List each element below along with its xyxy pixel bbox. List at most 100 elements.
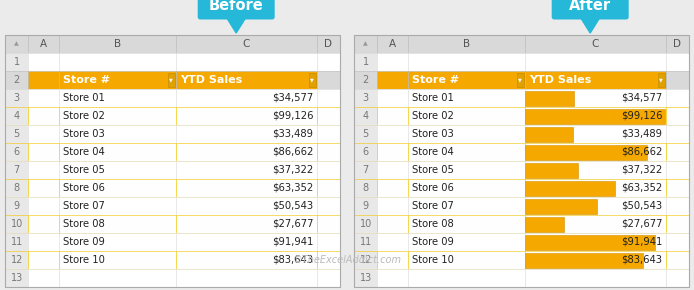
Text: B: B bbox=[463, 39, 470, 49]
Text: $27,677: $27,677 bbox=[621, 219, 663, 229]
Bar bbox=[378, 269, 407, 287]
Text: 3: 3 bbox=[363, 93, 369, 103]
Text: $27,677: $27,677 bbox=[272, 219, 314, 229]
Text: 13: 13 bbox=[359, 273, 372, 283]
Bar bbox=[316, 269, 340, 287]
Bar bbox=[58, 197, 176, 215]
Text: 11: 11 bbox=[359, 237, 372, 247]
Text: Store 05: Store 05 bbox=[62, 165, 105, 175]
Text: ▲: ▲ bbox=[364, 41, 368, 46]
Bar bbox=[354, 125, 378, 143]
Bar bbox=[58, 215, 176, 233]
Bar bbox=[5, 125, 28, 143]
Text: Store 07: Store 07 bbox=[62, 201, 105, 211]
Bar bbox=[354, 143, 378, 161]
Text: $83,643: $83,643 bbox=[622, 255, 663, 265]
Bar bbox=[525, 235, 655, 249]
Text: $34,577: $34,577 bbox=[272, 93, 314, 103]
Bar bbox=[28, 161, 58, 179]
Bar bbox=[354, 161, 378, 179]
Text: $99,126: $99,126 bbox=[272, 111, 314, 121]
Bar bbox=[316, 143, 340, 161]
Bar bbox=[354, 35, 378, 53]
Bar bbox=[378, 53, 407, 71]
Bar bbox=[525, 253, 643, 267]
Bar bbox=[316, 89, 340, 107]
Bar bbox=[666, 179, 689, 197]
Text: 10: 10 bbox=[10, 219, 23, 229]
Bar bbox=[525, 53, 666, 71]
Bar bbox=[176, 233, 316, 251]
Text: Store 02: Store 02 bbox=[62, 111, 105, 121]
Bar bbox=[666, 197, 689, 215]
Bar bbox=[354, 35, 689, 287]
Bar bbox=[28, 215, 58, 233]
FancyBboxPatch shape bbox=[517, 73, 524, 87]
Bar bbox=[666, 251, 689, 269]
Bar bbox=[316, 107, 340, 125]
Bar bbox=[58, 269, 176, 287]
Bar bbox=[28, 71, 58, 89]
Text: $83,643: $83,643 bbox=[273, 255, 314, 265]
Bar bbox=[525, 215, 666, 233]
Text: 13: 13 bbox=[10, 273, 23, 283]
Text: 5: 5 bbox=[362, 129, 369, 139]
Text: Store 06: Store 06 bbox=[62, 183, 105, 193]
Bar bbox=[316, 35, 340, 53]
Text: $63,352: $63,352 bbox=[272, 183, 314, 193]
Bar bbox=[378, 161, 407, 179]
Bar bbox=[176, 251, 316, 269]
Text: Store 10: Store 10 bbox=[412, 255, 453, 265]
Bar bbox=[525, 179, 666, 197]
Text: YTD Sales: YTD Sales bbox=[529, 75, 591, 85]
Text: 10: 10 bbox=[359, 219, 372, 229]
Bar bbox=[5, 35, 340, 287]
Text: $37,322: $37,322 bbox=[272, 165, 314, 175]
Text: 2: 2 bbox=[14, 75, 20, 85]
Text: 11: 11 bbox=[10, 237, 23, 247]
Bar bbox=[407, 251, 525, 269]
Text: $91,941: $91,941 bbox=[272, 237, 314, 247]
Bar bbox=[5, 143, 28, 161]
Text: Store 10: Store 10 bbox=[62, 255, 105, 265]
Bar bbox=[666, 125, 689, 143]
Text: $99,126: $99,126 bbox=[621, 111, 663, 121]
Bar bbox=[354, 107, 378, 125]
Text: 2: 2 bbox=[362, 75, 369, 85]
Bar bbox=[176, 179, 316, 197]
Bar bbox=[58, 251, 176, 269]
Bar bbox=[58, 143, 176, 161]
Text: Store 01: Store 01 bbox=[412, 93, 453, 103]
Bar bbox=[176, 143, 316, 161]
Text: 4: 4 bbox=[14, 111, 20, 121]
FancyBboxPatch shape bbox=[657, 73, 665, 87]
Text: 9: 9 bbox=[363, 201, 369, 211]
Bar bbox=[58, 107, 176, 125]
Bar bbox=[28, 233, 58, 251]
Bar bbox=[525, 197, 666, 215]
Bar bbox=[316, 125, 340, 143]
Text: Store 03: Store 03 bbox=[62, 129, 104, 139]
Bar bbox=[5, 89, 28, 107]
Text: After: After bbox=[569, 0, 611, 12]
Bar bbox=[28, 251, 58, 269]
Bar bbox=[58, 89, 176, 107]
Bar bbox=[525, 89, 666, 107]
Bar bbox=[407, 71, 525, 89]
FancyBboxPatch shape bbox=[309, 73, 316, 87]
Bar bbox=[316, 251, 340, 269]
Text: 5: 5 bbox=[14, 129, 20, 139]
Polygon shape bbox=[226, 17, 246, 33]
Polygon shape bbox=[580, 17, 600, 33]
Text: D: D bbox=[673, 39, 682, 49]
Bar bbox=[176, 125, 316, 143]
Text: Store #: Store # bbox=[412, 75, 459, 85]
Text: $86,662: $86,662 bbox=[621, 147, 663, 157]
Bar bbox=[666, 71, 689, 89]
Text: 6: 6 bbox=[363, 147, 369, 157]
Bar bbox=[176, 53, 316, 71]
Text: Store 08: Store 08 bbox=[62, 219, 104, 229]
Text: ▲: ▲ bbox=[15, 41, 19, 46]
Bar bbox=[407, 143, 525, 161]
Text: C: C bbox=[242, 39, 250, 49]
